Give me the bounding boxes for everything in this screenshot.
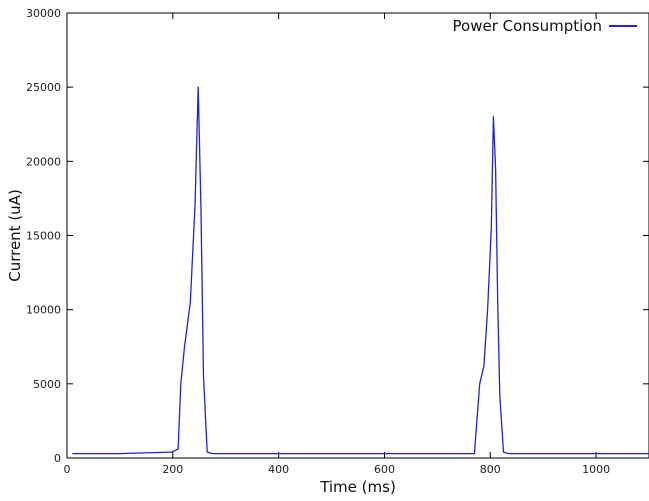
- series-line: [72, 86, 649, 455]
- y-axis-title: Current (uA): [6, 189, 24, 282]
- y-tick-label: 10000: [26, 304, 61, 317]
- x-axis-title: Time (ms): [319, 478, 396, 496]
- y-tick-label: 30000: [26, 7, 61, 20]
- x-tick-label: 0: [64, 463, 71, 476]
- plot-area: [66, 12, 649, 459]
- y-tick-label: 5000: [33, 378, 61, 391]
- series-layer: [72, 86, 649, 455]
- x-tick-label: 1000: [582, 463, 610, 476]
- x-tick-label: 400: [268, 463, 289, 476]
- tick-marks: [66, 12, 649, 459]
- y-tick-label: 15000: [26, 230, 61, 243]
- x-tick-label: 800: [480, 463, 501, 476]
- y-tick-label: 0: [54, 452, 61, 465]
- legend: Power Consumption: [453, 17, 637, 35]
- legend-label: Power Consumption: [453, 17, 602, 35]
- x-tick-label: 600: [374, 463, 395, 476]
- y-tick-label: 25000: [26, 81, 61, 94]
- x-tick-label: 200: [162, 463, 183, 476]
- y-tick-label: 20000: [26, 155, 61, 168]
- tick-labels: 0 200 400 600 800 100005000100001500020000250…: [26, 7, 610, 476]
